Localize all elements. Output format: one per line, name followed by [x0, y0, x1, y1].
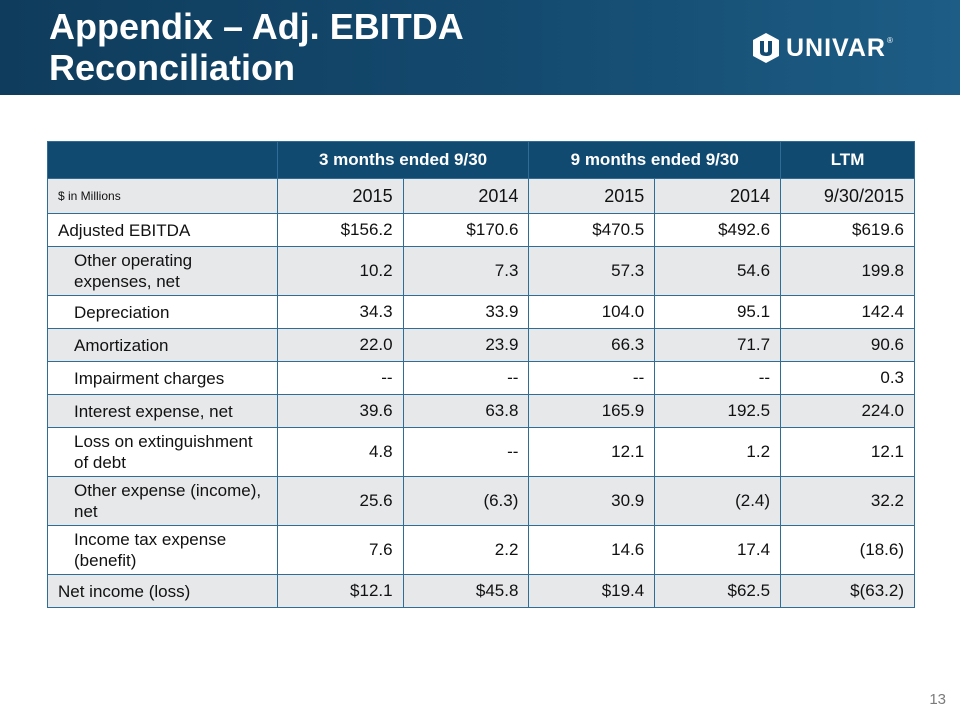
header-bar: Appendix – Adj. EBITDA Reconciliation UN…	[0, 0, 960, 95]
row-label: Other expense (income), net	[47, 476, 278, 526]
row-label: Loss on extinguishment of debt	[47, 427, 278, 477]
row-label: Interest expense, net	[47, 394, 278, 428]
value-cell: --	[402, 427, 530, 477]
value-cell: 12.1	[780, 427, 915, 477]
value-cell: (6.3)	[402, 476, 530, 526]
value-cell: (2.4)	[654, 476, 782, 526]
table-row: Depreciation 34.3 33.9 104.0 95.1 142.4	[47, 295, 915, 329]
value-cell: (18.6)	[780, 525, 915, 575]
value-cell: $470.5	[528, 213, 656, 247]
value-cell: 66.3	[528, 328, 656, 362]
year-cell: 2014	[654, 178, 782, 214]
year-cell: 2015	[528, 178, 656, 214]
registered-mark: ®	[886, 35, 893, 45]
value-cell: 142.4	[780, 295, 915, 329]
value-cell: 33.9	[402, 295, 530, 329]
value-cell: 192.5	[654, 394, 782, 428]
value-cell: 71.7	[654, 328, 782, 362]
value-cell: 30.9	[528, 476, 656, 526]
value-cell: 54.6	[654, 246, 782, 296]
table-row: Interest expense, net 39.6 63.8 165.9 19…	[47, 394, 915, 428]
table-header-row: 3 months ended 9/30 9 months ended 9/30 …	[47, 141, 915, 179]
value-cell: 95.1	[654, 295, 782, 329]
value-cell: 199.8	[780, 246, 915, 296]
row-label: Income tax expense (benefit)	[47, 525, 278, 575]
value-cell: 2.2	[402, 525, 530, 575]
table-row: Adjusted EBITDA $156.2 $170.6 $470.5 $49…	[47, 213, 915, 247]
header-9-months: 9 months ended 9/30	[528, 141, 782, 179]
value-cell: --	[402, 361, 530, 395]
table-row: Other operating expenses, net 10.2 7.3 5…	[47, 246, 915, 296]
value-cell: 7.6	[276, 525, 404, 575]
value-cell: $62.5	[654, 574, 782, 608]
reconciliation-table: 3 months ended 9/30 9 months ended 9/30 …	[47, 141, 915, 608]
row-label: Net income (loss)	[47, 574, 278, 608]
table-row: Impairment charges -- -- -- -- 0.3	[47, 361, 915, 395]
value-cell: $619.6	[780, 213, 915, 247]
value-cell: --	[654, 361, 782, 395]
univar-shield-icon	[753, 33, 779, 63]
header-3-months: 3 months ended 9/30	[276, 141, 530, 179]
row-label: Other operating expenses, net	[47, 246, 278, 296]
year-row: $ in Millions 2015 2014 2015 2014 9/30/2…	[47, 178, 915, 214]
table-row: Net income (loss) $12.1 $45.8 $19.4 $62.…	[47, 574, 915, 608]
value-cell: 1.2	[654, 427, 782, 477]
header-ltm: LTM	[780, 141, 915, 179]
year-cell: 2015	[276, 178, 404, 214]
table-row: Other expense (income), net 25.6 (6.3) 3…	[47, 476, 915, 526]
logo-wordmark: UNIVAR	[786, 33, 886, 62]
value-cell: $12.1	[276, 574, 404, 608]
value-cell: 57.3	[528, 246, 656, 296]
value-cell: 4.8	[276, 427, 404, 477]
value-cell: $156.2	[276, 213, 404, 247]
value-cell: 25.6	[276, 476, 404, 526]
row-label: Impairment charges	[47, 361, 278, 395]
unit-label: $ in Millions	[47, 178, 278, 214]
value-cell: 12.1	[528, 427, 656, 477]
row-label: Adjusted EBITDA	[47, 213, 278, 247]
value-cell: 34.3	[276, 295, 404, 329]
row-label: Depreciation	[47, 295, 278, 329]
value-cell: $(63.2)	[780, 574, 915, 608]
value-cell: $19.4	[528, 574, 656, 608]
value-cell: 10.2	[276, 246, 404, 296]
value-cell: 14.6	[528, 525, 656, 575]
year-cell: 9/30/2015	[780, 178, 915, 214]
header-blank-cell	[47, 141, 278, 179]
value-cell: 23.9	[402, 328, 530, 362]
page-number: 13	[929, 691, 946, 708]
value-cell: 0.3	[780, 361, 915, 395]
value-cell: 32.2	[780, 476, 915, 526]
page-title: Appendix – Adj. EBITDA Reconciliation	[49, 6, 464, 88]
value-cell: 22.0	[276, 328, 404, 362]
value-cell: 17.4	[654, 525, 782, 575]
value-cell: --	[528, 361, 656, 395]
value-cell: 39.6	[276, 394, 404, 428]
value-cell: 104.0	[528, 295, 656, 329]
table-row: Amortization 22.0 23.9 66.3 71.7 90.6	[47, 328, 915, 362]
value-cell: $170.6	[402, 213, 530, 247]
table-row: Income tax expense (benefit) 7.6 2.2 14.…	[47, 525, 915, 575]
value-cell: $492.6	[654, 213, 782, 247]
value-cell: $45.8	[402, 574, 530, 608]
value-cell: 63.8	[402, 394, 530, 428]
value-cell: 90.6	[780, 328, 915, 362]
value-cell: 224.0	[780, 394, 915, 428]
year-cell: 2014	[402, 178, 530, 214]
title-line-2: Reconciliation	[49, 47, 296, 88]
value-cell: 165.9	[528, 394, 656, 428]
table-row: Loss on extinguishment of debt 4.8 -- 12…	[47, 427, 915, 477]
value-cell: --	[276, 361, 404, 395]
univar-logo: UNIVAR ®	[752, 30, 893, 66]
value-cell: 7.3	[402, 246, 530, 296]
row-label: Amortization	[47, 328, 278, 362]
title-line-1: Appendix – Adj. EBITDA	[49, 6, 464, 47]
